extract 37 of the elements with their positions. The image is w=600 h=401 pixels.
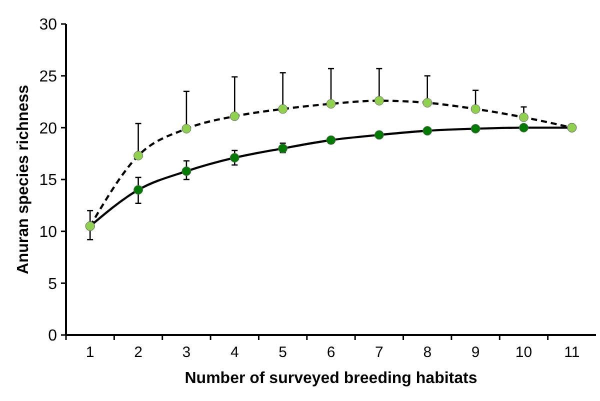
x-tick-label: 6 <box>326 344 336 361</box>
x-tick-label: 4 <box>230 344 239 361</box>
point <box>518 122 528 132</box>
y-tick-label: 0 <box>48 328 58 345</box>
point <box>374 130 384 140</box>
point <box>134 185 144 195</box>
x-tick-label: 8 <box>423 344 432 361</box>
x-tick-label: 2 <box>134 344 142 361</box>
point <box>518 112 528 122</box>
point <box>470 124 480 134</box>
point <box>326 99 336 109</box>
x-tick-label: 10 <box>515 344 532 361</box>
x-tick-label: 7 <box>375 344 384 361</box>
point <box>326 135 336 145</box>
x-tick-label: 3 <box>182 344 191 361</box>
point <box>374 96 384 106</box>
x-tick-label: 9 <box>471 344 480 361</box>
point <box>422 98 432 108</box>
y-tick-label: 10 <box>39 224 58 241</box>
point <box>278 104 288 114</box>
point <box>182 124 192 134</box>
x-axis-title: Number of surveyed breeding habitats <box>184 370 478 387</box>
point <box>422 126 432 136</box>
y-tick-label: 25 <box>39 68 58 86</box>
y-axis-title: Anuran species richness <box>15 84 32 274</box>
y-tick-label: 20 <box>39 120 58 138</box>
x-tick-label: 1 <box>86 344 94 361</box>
point <box>134 150 144 160</box>
point <box>470 104 480 114</box>
y-tick-label: 5 <box>48 276 58 293</box>
x-tick-label: 5 <box>278 344 287 361</box>
point <box>182 166 192 176</box>
x-tick-label: 11 <box>564 344 580 361</box>
point <box>230 112 240 122</box>
y-tick-label: 15 <box>39 172 58 190</box>
point <box>230 152 240 162</box>
y-tick-label: 30 <box>39 16 58 34</box>
